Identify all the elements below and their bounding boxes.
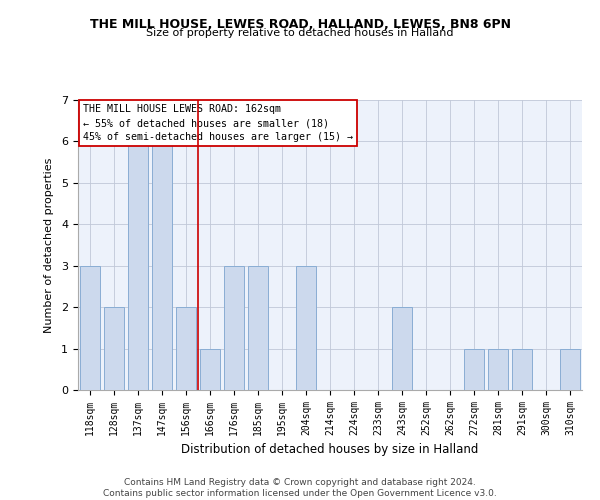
Bar (128, 142, 148, 390)
Bar (464, 348, 484, 390)
Bar (80, 266, 100, 390)
Bar (224, 266, 244, 390)
Text: THE MILL HOUSE LEWES ROAD: 162sqm
← 55% of detached houses are smaller (18)
45% : THE MILL HOUSE LEWES ROAD: 162sqm ← 55% … (83, 104, 353, 142)
Bar (392, 307, 412, 390)
Bar (200, 348, 220, 390)
Bar (152, 142, 172, 390)
Text: Size of property relative to detached houses in Halland: Size of property relative to detached ho… (146, 28, 454, 38)
Y-axis label: Number of detached properties: Number of detached properties (44, 158, 54, 332)
Bar (176, 307, 196, 390)
X-axis label: Distribution of detached houses by size in Halland: Distribution of detached houses by size … (181, 444, 479, 456)
Bar (104, 307, 124, 390)
Text: THE MILL HOUSE, LEWES ROAD, HALLAND, LEWES, BN8 6PN: THE MILL HOUSE, LEWES ROAD, HALLAND, LEW… (89, 18, 511, 30)
Bar (248, 266, 268, 390)
Bar (560, 348, 580, 390)
Bar (512, 348, 532, 390)
Bar (488, 348, 508, 390)
Bar (296, 266, 316, 390)
Text: Contains HM Land Registry data © Crown copyright and database right 2024.
Contai: Contains HM Land Registry data © Crown c… (103, 478, 497, 498)
